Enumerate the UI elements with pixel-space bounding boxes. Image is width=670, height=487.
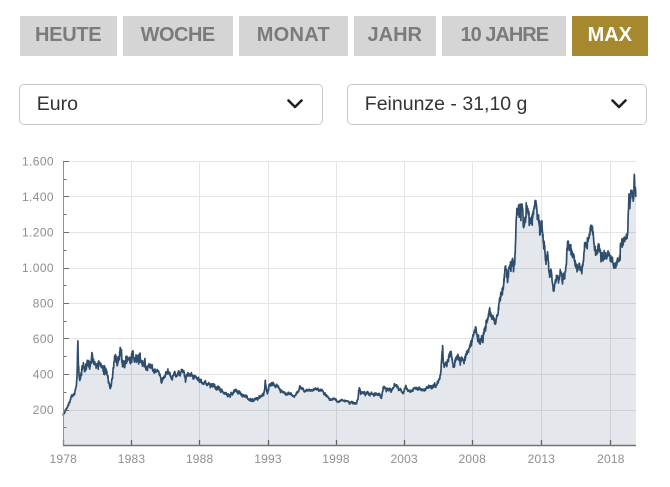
svg-text:400: 400: [33, 368, 54, 382]
svg-text:800: 800: [33, 297, 54, 311]
svg-text:2003: 2003: [390, 452, 418, 466]
svg-text:1993: 1993: [254, 452, 282, 466]
svg-text:1.600: 1.600: [22, 155, 54, 169]
svg-text:1.000: 1.000: [22, 261, 54, 275]
svg-text:1.200: 1.200: [22, 226, 54, 240]
svg-text:1983: 1983: [118, 452, 146, 466]
svg-text:1.400: 1.400: [22, 190, 54, 204]
svg-text:1998: 1998: [322, 452, 350, 466]
svg-text:2013: 2013: [528, 452, 556, 466]
svg-text:200: 200: [33, 403, 54, 417]
svg-text:600: 600: [33, 332, 54, 346]
svg-text:1988: 1988: [186, 452, 214, 466]
svg-text:2008: 2008: [459, 452, 487, 466]
svg-text:1978: 1978: [50, 452, 78, 466]
svg-text:2018: 2018: [597, 452, 625, 466]
